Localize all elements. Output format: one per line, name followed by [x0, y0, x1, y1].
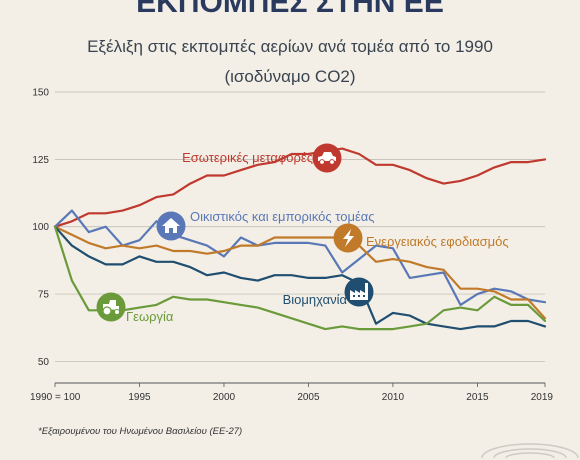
grid-lines — [55, 91, 545, 362]
x-tick-label: 2010 — [382, 392, 405, 403]
chart-subtitle-line1: Εξέλιξη στις εκπομπές αερίων ανά τομέα α… — [87, 37, 493, 56]
house-icon — [156, 211, 186, 241]
factory-icon — [344, 277, 374, 307]
x-axis-ticks: 1990 = 100 1995 2000 2005 2010 2015 2019 — [30, 383, 553, 403]
tractor-icon — [96, 292, 126, 322]
y-tick-label: 125 — [32, 155, 49, 166]
series-line-4 — [53, 225, 547, 331]
y-tick-label: 150 — [32, 88, 49, 99]
series-label-0: Εσωτερικές μεταφορές — [182, 150, 313, 165]
y-tick-label: 75 — [38, 290, 50, 301]
series-label-2: Ενεργειακός εφοδιασμός — [366, 234, 509, 249]
x-tick-label: 2019 — [531, 392, 554, 403]
chart-subtitle-line2: (ισοδύναμο CO2) — [224, 67, 355, 86]
y-tick-label: 100 — [32, 222, 49, 233]
series-line-0 — [53, 147, 547, 228]
series-label-4: Γεωργία — [126, 309, 174, 324]
series-line-1 — [53, 209, 547, 306]
footnote: *Εξαιρουμένου του Ηνωμένου Βασιλείου (ΕΕ… — [38, 426, 242, 437]
y-tick-label: 50 — [38, 357, 50, 368]
x-tick-label: 2015 — [466, 392, 489, 403]
x-tick-label: 2005 — [297, 392, 320, 403]
series-labels: Εσωτερικές μεταφορές Οικιστικός και εμπορ… — [96, 143, 509, 324]
x-tick-label: 2000 — [213, 392, 236, 403]
x-tick-label: 1990 = 100 — [30, 392, 81, 403]
series-line-2 — [53, 225, 547, 320]
series-label-3: Βιομηχανία — [283, 292, 348, 307]
series-label-1: Οικιστικός και εμπορικός τομέας — [190, 209, 375, 224]
page-title: ΕΚΠΟΜΠΕΣ ΣΤΗΝ ΕΕ — [136, 0, 444, 19]
series-lines — [53, 147, 547, 331]
x-tick-label: 1995 — [128, 392, 151, 403]
lightning-icon — [333, 223, 363, 253]
series-line-3 — [53, 225, 547, 331]
car-icon — [312, 143, 342, 173]
logo-watermark — [481, 443, 579, 459]
y-axis-ticks: 50 75 100 125 150 — [32, 88, 49, 368]
